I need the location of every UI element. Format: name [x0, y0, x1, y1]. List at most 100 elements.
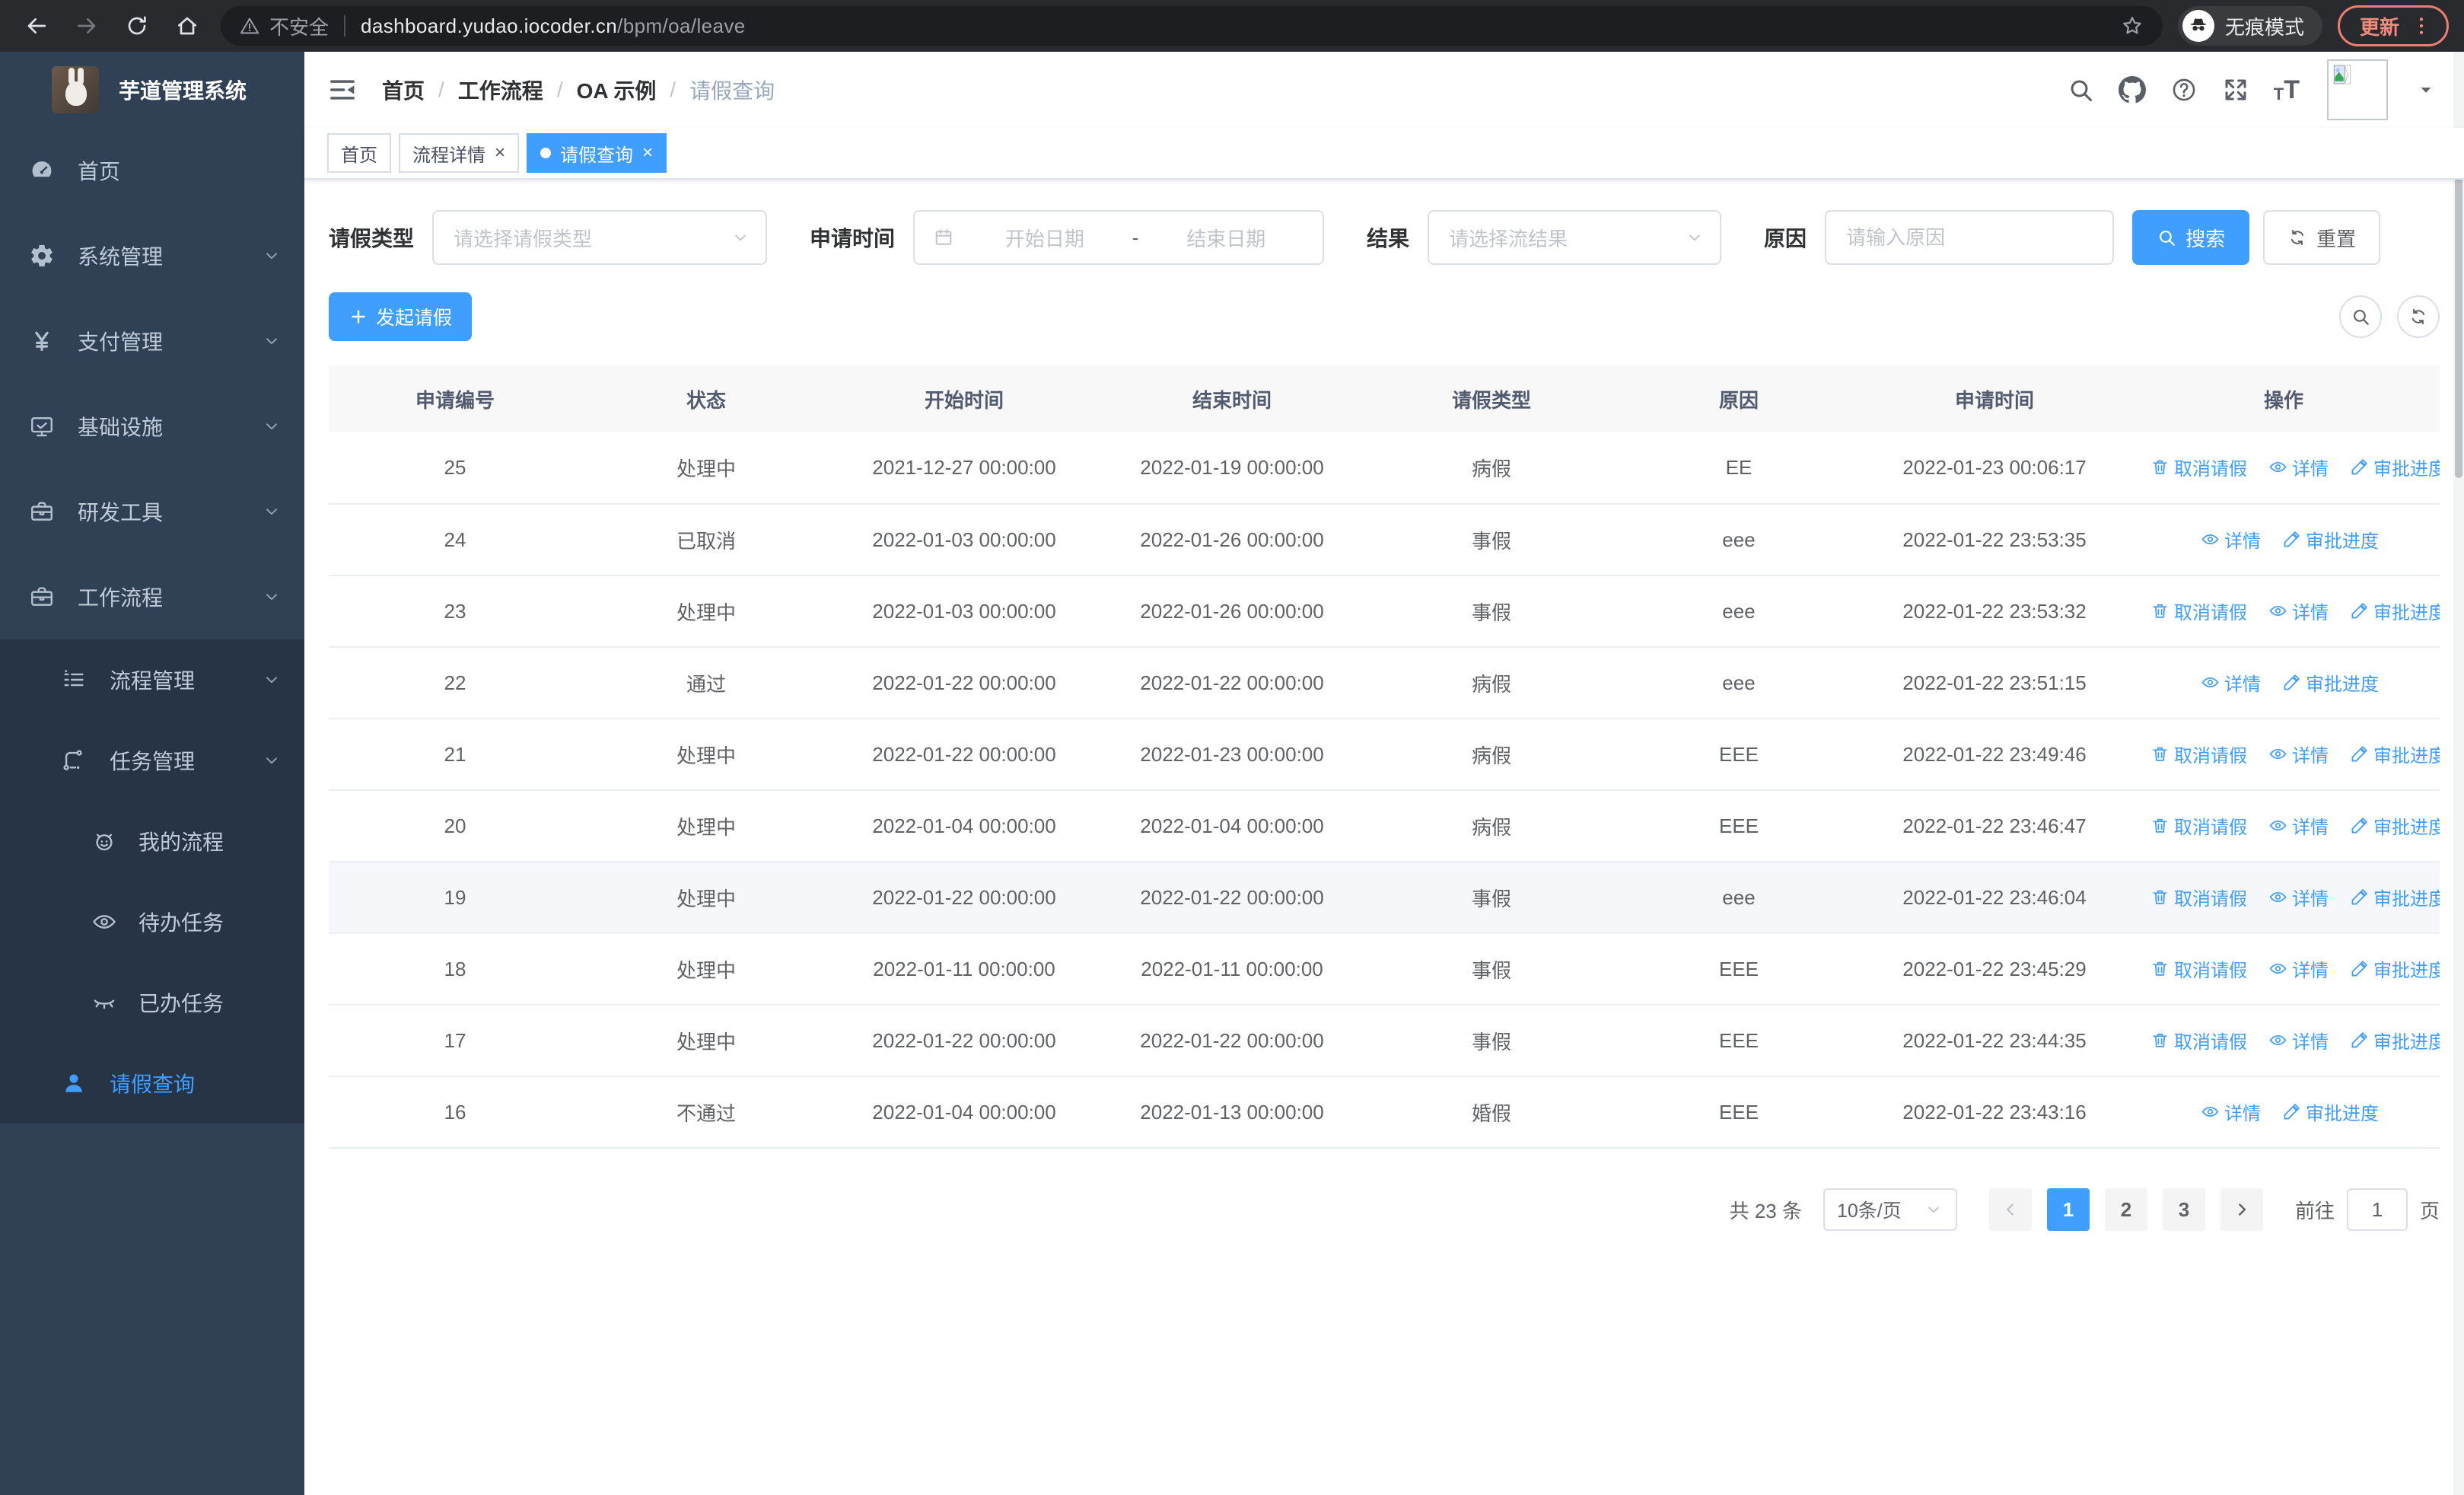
cell-actions: 详情 审批进度 [2128, 1076, 2440, 1149]
cancel-link[interactable]: 取消请假 [2150, 1027, 2247, 1054]
forward-icon[interactable] [75, 14, 99, 38]
tab-首页[interactable]: 首页 [327, 133, 391, 173]
url-bar[interactable]: 不安全 dashboard.yudao.iocoder.cn/bpm/oa/le… [221, 6, 2163, 46]
sidebar-item-请假查询[interactable]: 请假查询 [0, 1043, 304, 1124]
browser-menu-icon[interactable] [2410, 14, 2433, 37]
progress-link[interactable]: 审批进度 [2350, 454, 2440, 480]
cell-start-time: 2022-01-11 00:00:00 [831, 933, 1097, 1006]
table-row: 17 处理中 2022-01-22 00:00:00 2022-01-22 00:00… [329, 1005, 2440, 1077]
sidebar-item-研发工具[interactable]: 研发工具 [0, 469, 304, 554]
bookmark-star-icon[interactable] [2120, 14, 2144, 38]
sidebar-item-已办任务[interactable]: 已办任务 [0, 962, 304, 1043]
tab-请假查询[interactable]: 请假查询 × [527, 133, 667, 173]
back-icon[interactable] [24, 14, 49, 38]
cell-apply-time: 2022-01-23 00:06:17 [1861, 432, 2128, 505]
fullscreen-icon[interactable] [2222, 76, 2249, 104]
scrollbar-track[interactable] [2453, 52, 2464, 1495]
progress-link[interactable]: 审批进度 [2350, 884, 2440, 910]
detail-link[interactable]: 详情 [2268, 884, 2329, 910]
cancel-link[interactable]: 取消请假 [2150, 454, 2247, 480]
reset-button-label: 重置 [2316, 227, 2357, 250]
progress-link[interactable]: 审批进度 [2350, 1027, 2440, 1054]
sidebar-item-工作流程[interactable]: 工作流程 [0, 554, 304, 639]
next-page-button[interactable] [2220, 1188, 2263, 1231]
prev-page-button[interactable] [1988, 1188, 2032, 1231]
scrollbar-thumb[interactable] [2455, 128, 2462, 478]
detail-link[interactable]: 详情 [2201, 526, 2261, 553]
security-status[interactable]: 不安全 [239, 12, 329, 40]
search-button[interactable]: 搜索 [2132, 210, 2250, 265]
goto-page-input[interactable] [2346, 1188, 2408, 1231]
cancel-link[interactable]: 取消请假 [2150, 955, 2247, 982]
detail-link[interactable]: 详情 [2201, 669, 2261, 696]
result-select[interactable]: 请选择流结果 [1428, 210, 1722, 265]
cell-start-time: 2022-01-22 00:00:00 [831, 719, 1097, 791]
user-avatar[interactable] [2327, 59, 2388, 120]
tab-流程详情[interactable]: 流程详情 × [399, 133, 520, 173]
sidebar-item-流程管理[interactable]: 流程管理 [0, 639, 304, 720]
github-icon[interactable] [2118, 76, 2146, 104]
refresh-table-button[interactable] [2397, 295, 2440, 338]
sidebar-item-系统管理[interactable]: 系统管理 [0, 213, 304, 298]
reset-button[interactable]: 重置 [2263, 210, 2381, 265]
sidebar-fold-icon[interactable] [327, 75, 358, 105]
leave-type-select[interactable]: 请选择请假类型 [432, 210, 768, 265]
incognito-icon [2182, 10, 2214, 42]
cell-id: 22 [329, 647, 581, 719]
cell-leave-type: 婚假 [1367, 1076, 1616, 1149]
search-icon[interactable] [2067, 76, 2094, 104]
progress-link[interactable]: 审批进度 [2350, 955, 2440, 982]
progress-link[interactable]: 审批进度 [2350, 741, 2440, 767]
cancel-link[interactable]: 取消请假 [2150, 812, 2247, 839]
progress-link[interactable]: 审批进度 [2282, 1098, 2379, 1125]
toggle-search-button[interactable] [2339, 295, 2382, 338]
breadcrumb-item[interactable]: 工作流程 [457, 79, 543, 103]
breadcrumb-item[interactable]: OA 示例 [576, 79, 657, 103]
apply-time-range-picker[interactable]: 开始日期 - 结束日期 [913, 210, 1325, 265]
refresh-icon [2287, 228, 2307, 247]
sidebar-logo[interactable]: 芋道管理系统 [0, 52, 304, 128]
sidebar-item-首页[interactable]: 首页 [0, 128, 304, 213]
home-icon[interactable] [175, 14, 199, 38]
detail-link[interactable]: 详情 [2268, 955, 2329, 982]
page-button-3[interactable]: 3 [2162, 1188, 2205, 1231]
sidebar-item-label: 支付管理 [78, 330, 164, 354]
sidebar-item-我的流程[interactable]: 我的流程 [0, 801, 304, 881]
reason-input[interactable] [1825, 210, 2115, 265]
progress-link[interactable]: 审批进度 [2282, 669, 2379, 696]
progress-link[interactable]: 审批进度 [2282, 526, 2379, 553]
detail-link[interactable]: 详情 [2268, 598, 2329, 624]
sidebar-item-待办任务[interactable]: 待办任务 [0, 881, 304, 962]
trash-icon [2150, 601, 2170, 620]
detail-link[interactable]: 详情 [2268, 454, 2329, 480]
cell-leave-type: 事假 [1367, 862, 1616, 934]
breadcrumb-item[interactable]: 首页 [382, 79, 425, 103]
reload-icon[interactable] [125, 14, 149, 38]
page-button-1[interactable]: 1 [2046, 1188, 2090, 1231]
cancel-link[interactable]: 取消请假 [2150, 598, 2247, 624]
progress-link[interactable]: 审批进度 [2350, 598, 2440, 624]
column-header: 申请编号 [329, 365, 581, 432]
create-leave-button[interactable]: 发起请假 [329, 292, 473, 341]
detail-link[interactable]: 详情 [2268, 812, 2329, 839]
page-button-2[interactable]: 2 [2104, 1188, 2147, 1231]
progress-link[interactable]: 审批进度 [2350, 812, 2440, 839]
sidebar-item-基础设施[interactable]: 基础设施 [0, 384, 304, 469]
cancel-link[interactable]: 取消请假 [2150, 884, 2247, 910]
action-label: 详情 [2224, 1103, 2261, 1124]
close-tab-icon[interactable]: × [642, 142, 654, 163]
close-tab-icon[interactable]: × [495, 142, 506, 163]
avatar-caret-icon[interactable] [2418, 82, 2434, 97]
page-size-select[interactable]: 10条/页 [1823, 1188, 1957, 1231]
sidebar-item-任务管理[interactable]: 任务管理 [0, 720, 304, 801]
sidebar-item-label: 任务管理 [110, 750, 196, 773]
detail-link[interactable]: 详情 [2268, 1027, 2329, 1054]
detail-link[interactable]: 详情 [2268, 741, 2329, 767]
update-button[interactable]: 更新 [2337, 5, 2449, 46]
cancel-link[interactable]: 取消请假 [2150, 741, 2247, 767]
sidebar-item-支付管理[interactable]: 支付管理 [0, 298, 304, 384]
help-icon[interactable] [2170, 76, 2198, 104]
detail-link[interactable]: 详情 [2201, 1098, 2261, 1125]
